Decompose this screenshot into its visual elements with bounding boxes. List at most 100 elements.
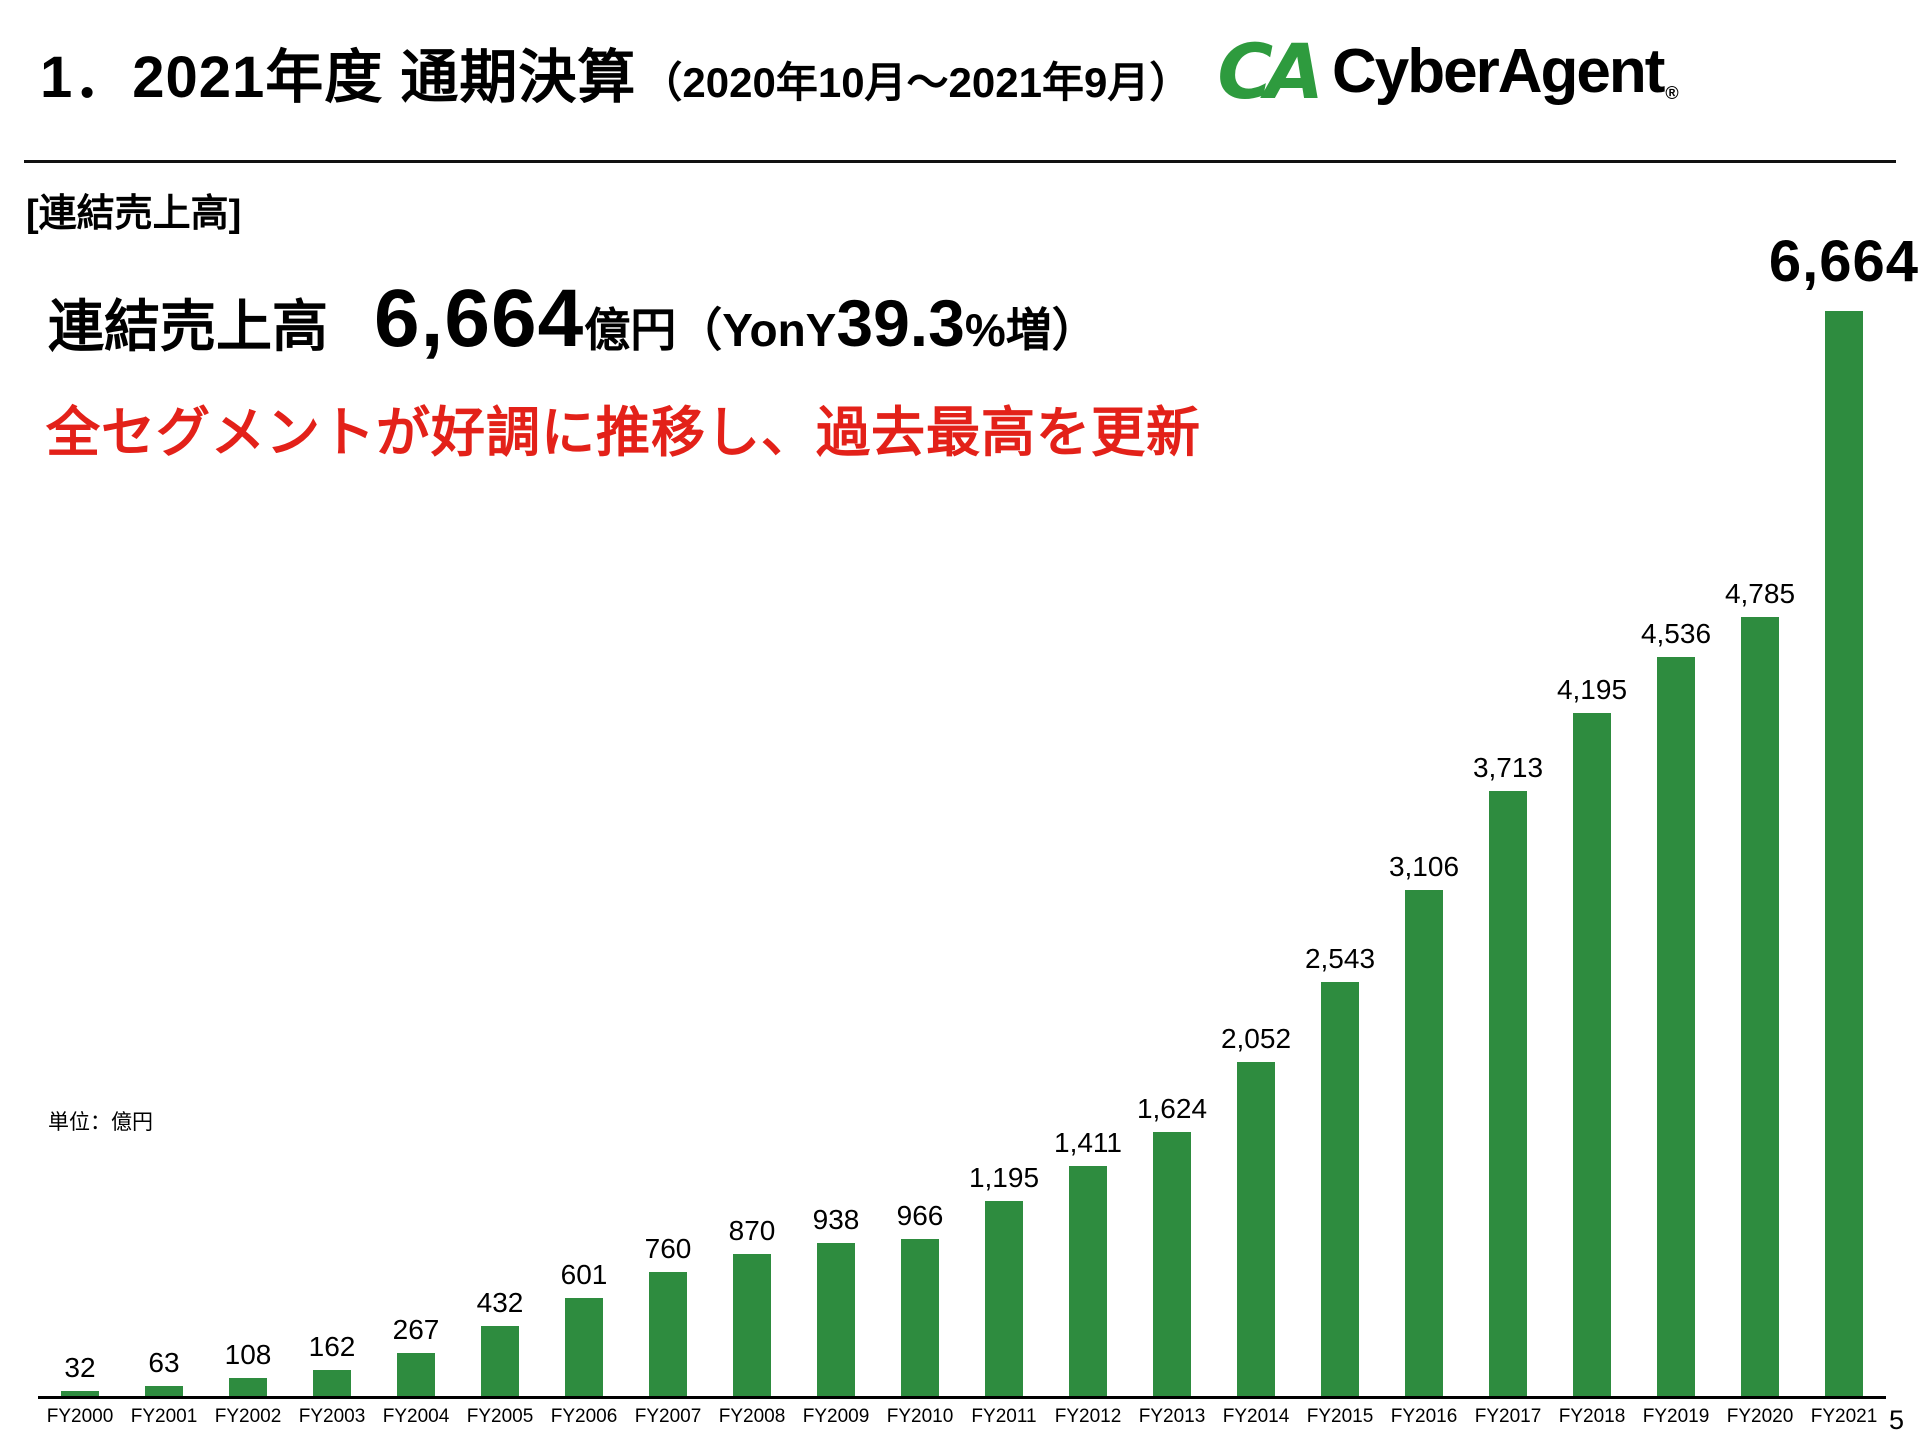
revenue-bar [145, 1386, 183, 1396]
registered-trademark-mark: ® [1665, 83, 1679, 103]
chart-column: 3,106 [1382, 851, 1466, 1396]
chart-column: 2,052 [1214, 1023, 1298, 1396]
x-axis-label: FY2019 [1642, 1406, 1710, 1427]
x-axis-label: FY2012 [1054, 1406, 1122, 1427]
chart-column: 4,536 [1634, 618, 1718, 1396]
chart-column: 1,411 [1046, 1127, 1130, 1396]
bar-value-label: 108 [224, 1339, 272, 1370]
chart-column: 966 [878, 1200, 962, 1396]
chart-column: 63 [122, 1347, 206, 1396]
bar-value-label: 267 [392, 1314, 440, 1345]
chart-x-labels: FY2000 FY2001 FY2002 FY2003 FY2004 FY2005 FY20… [38, 1399, 1886, 1428]
x-axis-label: FY2021 [1810, 1406, 1878, 1427]
revenue-chart: 32 63 108 162 267 432 601 760 870 938 966 1,195 1,41… [38, 229, 1918, 1428]
x-axis-label: FY2017 [1474, 1406, 1542, 1427]
chart-column: 938 [794, 1204, 878, 1396]
headline-label: 連結売上高 [48, 295, 328, 358]
yoy-value: 39.3 [836, 286, 965, 360]
bar-value-label: 432 [476, 1287, 524, 1318]
revenue-bar [1825, 311, 1863, 1396]
yoy-prefix: （YonY [676, 304, 837, 356]
bar-value-label: 4,195 [1556, 674, 1628, 705]
title-sub: （2020年10月～2021年9月） [640, 59, 1192, 106]
revenue-bar [1237, 1062, 1275, 1396]
chart-column: 432 [458, 1287, 542, 1396]
revenue-bar [901, 1239, 939, 1396]
title-main: 1．2021年度 通期決算 [40, 45, 637, 110]
x-axis-label: FY2009 [802, 1406, 870, 1427]
bar-value-label: 966 [896, 1200, 944, 1231]
revenue-bar [1069, 1166, 1107, 1396]
bar-value-label: 32 [64, 1352, 96, 1383]
revenue-bar [1573, 713, 1611, 1396]
x-axis-label: FY2002 [214, 1406, 282, 1427]
revenue-bar [817, 1243, 855, 1396]
bar-value-label: 2,543 [1304, 943, 1376, 974]
bar-value-label: 1,411 [1054, 1127, 1122, 1158]
revenue-bar [1321, 982, 1359, 1396]
x-axis-label: FY2011 [971, 1406, 1037, 1427]
section-label: [連結売上高] [26, 193, 242, 235]
chart-column: 4,785 [1718, 578, 1802, 1396]
bar-value-label: 4,785 [1724, 578, 1796, 609]
bar-value-label: 870 [728, 1215, 776, 1246]
x-axis-label: FY2010 [886, 1406, 954, 1427]
subheadline: 全セグメントが好調に推移し、過去最高を更新 [46, 403, 1201, 463]
x-axis-label: FY2005 [466, 1406, 534, 1427]
cyberagent-logo-text: CyberAgent [1331, 37, 1665, 106]
bar-value-label: 1,624 [1136, 1093, 1208, 1124]
bar-value-label: 760 [644, 1233, 692, 1264]
revenue-bar [1489, 791, 1527, 1396]
revenue-headline: 連結売上高 6,664 億円 （YonY 39.3 %増） [48, 272, 1098, 366]
revenue-bar [229, 1378, 267, 1396]
revenue-bar [1741, 617, 1779, 1396]
x-axis-label: FY2003 [298, 1406, 366, 1427]
bar-value-label: 4,536 [1640, 618, 1712, 649]
revenue-bar [1657, 657, 1695, 1396]
chart-column: 2,543 [1298, 943, 1382, 1396]
revenue-bar [733, 1254, 771, 1396]
bar-value-label: 3,713 [1472, 752, 1544, 783]
chart-column: 1,195 [962, 1162, 1046, 1396]
chart-column: 162 [290, 1331, 374, 1396]
bar-value-label: 63 [148, 1347, 180, 1378]
x-axis-label: FY2014 [1222, 1406, 1290, 1427]
revenue-bar [481, 1326, 519, 1396]
x-axis-label: FY2007 [634, 1406, 702, 1427]
chart-column: 760 [626, 1233, 710, 1396]
x-axis-label: FY2004 [382, 1406, 450, 1427]
cyberagent-logo: CA CyberAgent ® [1217, 34, 1678, 110]
chart-column: 267 [374, 1314, 458, 1396]
bar-value-label: 6,664 [1768, 229, 1920, 294]
x-axis-label: FY2000 [46, 1406, 114, 1427]
bar-value-label: 1,195 [968, 1162, 1040, 1193]
chart-column: 108 [206, 1339, 290, 1396]
x-axis-label: FY2016 [1390, 1406, 1458, 1427]
slide-header: 1．2021年度 通期決算 （2020年10月～2021年9月） CA Cybe… [40, 30, 1890, 114]
chart-column: 601 [542, 1259, 626, 1396]
revenue-bar [985, 1201, 1023, 1396]
headline-unit: 億円 [584, 304, 677, 356]
headline-value: 6,664 [374, 273, 585, 364]
revenue-bar [313, 1370, 351, 1396]
bar-value-label: 601 [560, 1259, 608, 1290]
x-axis-label: FY2008 [718, 1406, 786, 1427]
x-axis-label: FY2020 [1726, 1406, 1794, 1427]
chart-plot: 32 63 108 162 267 432 601 760 870 938 966 1,195 1,41… [38, 229, 1918, 1399]
revenue-bar [397, 1353, 435, 1396]
x-axis-label: FY2001 [130, 1406, 198, 1427]
revenue-bar [61, 1391, 99, 1396]
revenue-bar [1405, 890, 1443, 1396]
page-title: 1．2021年度 通期決算 （2020年10月～2021年9月） [40, 30, 1191, 114]
bar-value-label: 938 [812, 1204, 860, 1235]
cyberagent-ca-icon: CA [1217, 27, 1324, 116]
chart-column: 4,195 [1550, 674, 1634, 1396]
unit-note: 単位：億円 [48, 1111, 153, 1134]
chart-column: 3,713 [1466, 752, 1550, 1396]
bar-value-label: 2,052 [1220, 1023, 1292, 1054]
revenue-bar [1153, 1132, 1191, 1396]
x-axis-label: FY2018 [1558, 1406, 1626, 1427]
yoy-suffix: %増） [964, 304, 1098, 356]
x-axis-label: FY2013 [1138, 1406, 1206, 1427]
